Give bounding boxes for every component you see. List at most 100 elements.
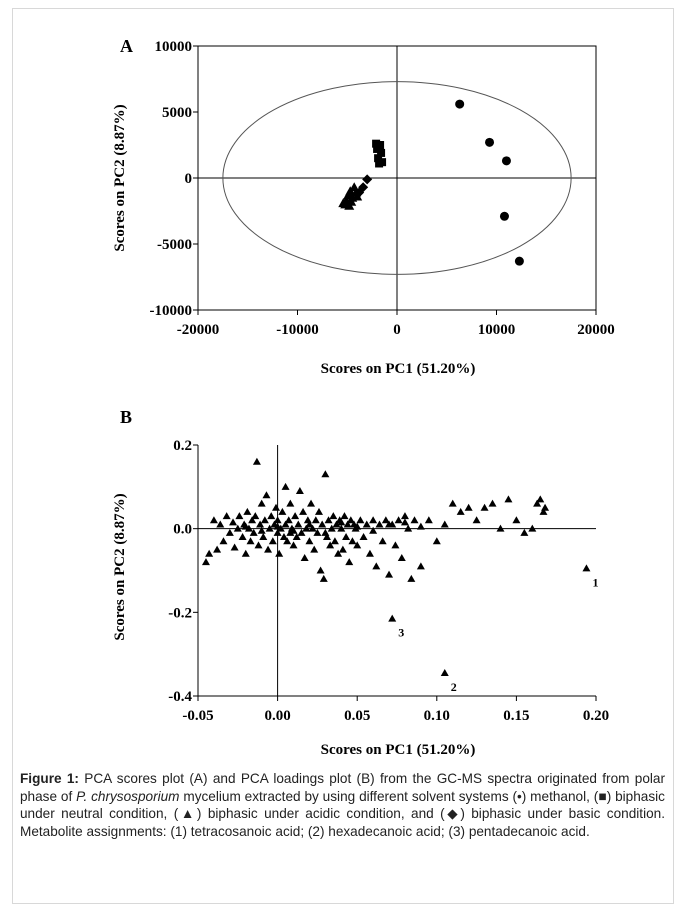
chart-b-point — [259, 533, 268, 541]
chart-a-panel-letter: A — [120, 36, 133, 56]
chart-a-point-square — [377, 148, 386, 157]
chart-b-x-tick-label: 0.15 — [503, 708, 529, 724]
chart-b-point — [385, 520, 394, 528]
chart-a-y-tick-label: 0 — [185, 171, 193, 187]
chart-b-point — [330, 537, 339, 545]
chart-b-point — [308, 524, 317, 532]
chart-b-point — [332, 520, 341, 528]
chart-a-point-diamond — [354, 187, 365, 198]
chart-b-point — [243, 507, 252, 515]
chart-b-labeled-point — [582, 564, 591, 572]
chart-b-point — [268, 537, 277, 545]
chart-b-y-axis-label: Scores on PC2 (8.87%) — [112, 493, 128, 640]
chart-b-point — [385, 570, 394, 578]
chart-b-y-tick-label: 0.2 — [173, 438, 192, 454]
chart-a-confidence-ellipse — [222, 81, 572, 275]
chart-a-x-tick-label: 10000 — [478, 322, 516, 338]
chart-b-point — [297, 528, 306, 536]
chart-a-y-tick-label: -10000 — [150, 303, 193, 319]
caption-text-1: PCA scores plot (A) and PCA loadings plo… — [20, 771, 665, 804]
chart-b-point — [273, 522, 282, 530]
chart-b-x-tick-label: 0.05 — [344, 708, 370, 724]
chart-b-point — [353, 522, 362, 530]
chart-b-point — [303, 516, 312, 524]
chart-b-y-tick-label: -0.4 — [168, 689, 192, 705]
chart-b-point — [321, 470, 330, 478]
chart-b-point — [283, 537, 292, 545]
chart-b-point — [284, 516, 293, 524]
chart-b-point — [520, 528, 529, 536]
chart-b-point — [448, 499, 457, 507]
chart-b-point — [260, 516, 269, 524]
chart-b-point — [238, 533, 247, 541]
chart-b-y-tick-label: -0.2 — [168, 605, 192, 621]
chart-b-point — [381, 516, 390, 524]
chart-b-point — [372, 562, 381, 570]
chart-b-point — [310, 545, 319, 553]
chart-a-point-circle — [514, 256, 524, 266]
chart-a-point-circle — [485, 137, 495, 147]
caption-figure-label: Figure 1: — [20, 771, 79, 786]
chart-a-point-circle — [455, 99, 465, 109]
chart-b-point — [205, 549, 214, 557]
chart-b-point — [334, 549, 343, 557]
chart-a-point-square — [375, 159, 384, 168]
chart-b-point — [257, 526, 266, 534]
chart-b-point — [378, 537, 387, 545]
chart-b-point — [321, 528, 330, 536]
chart-b-point — [251, 512, 260, 520]
chart-b-point — [348, 537, 357, 545]
chart-b-point — [279, 533, 288, 541]
chart-b-point — [440, 520, 449, 528]
chart-a-x-axis-label: Scores on PC1 (51.20%) — [321, 361, 476, 377]
chart-b-point — [369, 526, 378, 534]
chart-a-y-tick-label: -5000 — [157, 237, 192, 253]
chart-a-pca-scores: A -20000 -10000 0 10000 20000 10000 5000 0 -5000… — [112, 36, 615, 377]
chart-b-point — [424, 516, 433, 524]
chart-b-point — [201, 558, 210, 566]
chart-b-point — [222, 512, 231, 520]
chart-b-point — [295, 487, 304, 495]
chart-b-point — [488, 499, 497, 507]
chart-b-x-tick-label: 0.10 — [424, 708, 450, 724]
chart-b-point — [254, 541, 263, 549]
caption-species: P. chrysosporium — [76, 788, 180, 804]
chart-b-labeled-point — [440, 668, 449, 676]
chart-b-point — [292, 533, 301, 541]
chart-b-point — [291, 512, 300, 520]
chart-b-point — [464, 503, 473, 511]
chart-b-point — [233, 524, 242, 532]
chart-b-point — [528, 524, 537, 532]
chart-b-point — [305, 520, 314, 528]
chart-b-point-annotation: 2 — [451, 680, 457, 694]
chart-b-x-axis-label: Scores on PC1 (51.20%) — [321, 742, 476, 758]
chart-b-point — [340, 512, 349, 520]
chart-b-point — [496, 524, 505, 532]
chart-b-point — [319, 574, 328, 582]
chart-b-pca-loadings: B -0.05 0.00 0.05 0.10 0.15 0.20 0.2 0.0 -0.2 -0.… — [112, 407, 609, 758]
chart-b-point — [281, 520, 290, 528]
chart-b-point — [257, 499, 266, 507]
chart-b-point — [305, 537, 314, 545]
chart-a-x-tick-label: -10000 — [276, 322, 319, 338]
chart-a-point-triangle — [352, 191, 363, 201]
chart-b-point — [273, 528, 282, 536]
chart-b-point — [241, 549, 250, 557]
chart-a-x-tick-label: 0 — [393, 322, 401, 338]
chart-b-x-tick-label: 0.20 — [583, 708, 609, 724]
chart-b-point — [536, 495, 545, 503]
chart-b-point — [314, 507, 323, 515]
chart-b-point — [394, 516, 403, 524]
chart-b-point — [410, 516, 419, 524]
chart-b-point — [400, 518, 409, 526]
chart-b-point — [278, 507, 287, 515]
chart-b-point — [365, 549, 374, 557]
chart-b-point — [337, 524, 346, 532]
chart-b-point — [326, 541, 335, 549]
chart-b-point — [289, 541, 298, 549]
chart-b-point — [407, 574, 416, 582]
chart-b-labeled-point — [388, 614, 397, 622]
chart-b-point-annotation: 1 — [592, 575, 598, 589]
chart-a-y-axis-label: Scores on PC2 (8.87%) — [112, 104, 128, 251]
chart-b-point — [416, 562, 425, 570]
